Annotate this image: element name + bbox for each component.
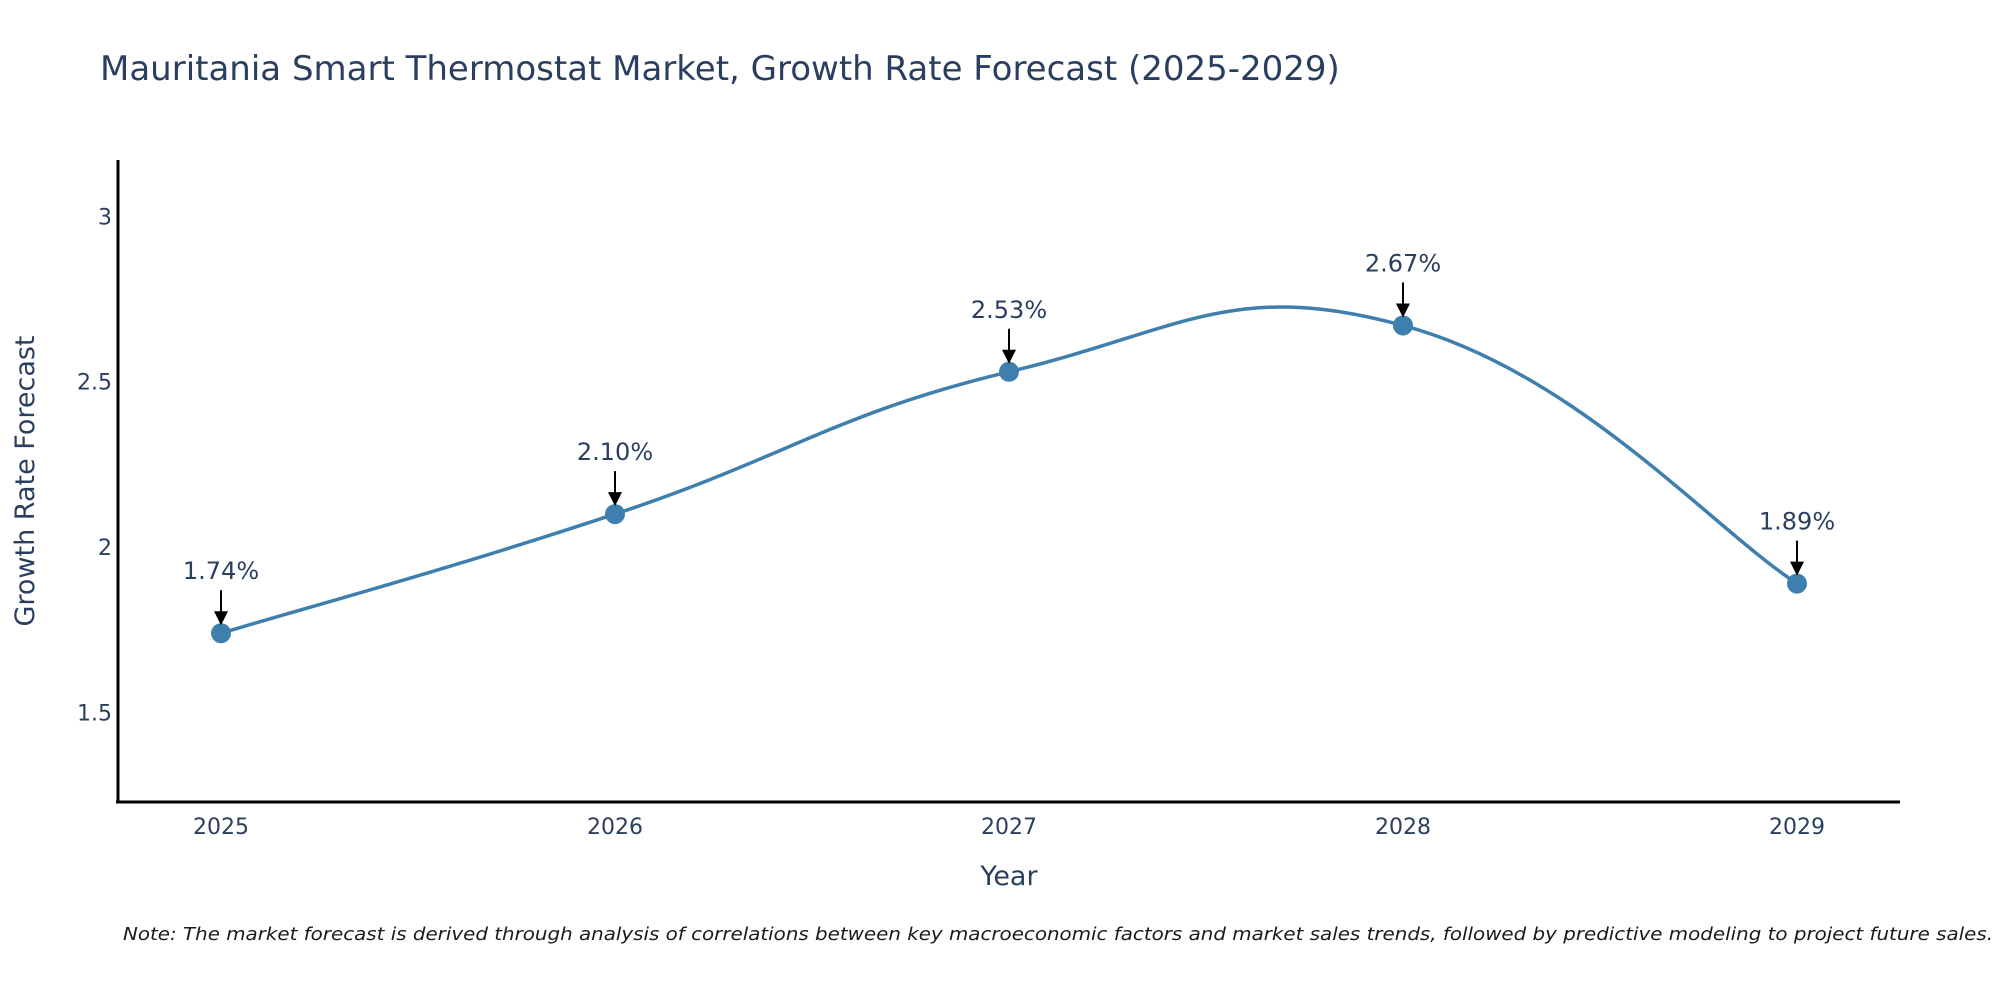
annotation-label: 2.67% xyxy=(1365,249,1441,277)
annotation-label: 2.10% xyxy=(577,438,653,466)
x-axis-title: Year xyxy=(979,861,1038,892)
annotation-arrow-head xyxy=(1790,561,1804,576)
data-point xyxy=(211,623,231,644)
annotation-label: 1.89% xyxy=(1759,508,1835,536)
chart-title: Mauritania Smart Thermostat Market, Grow… xyxy=(100,49,1340,89)
y-tick-label: 1.5 xyxy=(77,702,112,727)
annotation-arrow-head xyxy=(1396,303,1410,318)
y-axis-title: Growth Rate Forecast xyxy=(10,335,41,626)
y-tick-label: 2.5 xyxy=(77,371,112,396)
y-tick-label: 3 xyxy=(98,205,112,230)
annotation-arrow-head xyxy=(608,492,622,507)
y-tick-labels: 1.5 2 2.5 3 xyxy=(77,205,112,726)
annotation-label: 2.53% xyxy=(971,296,1047,324)
x-tick-label: 2025 xyxy=(193,815,249,840)
data-point xyxy=(999,361,1019,382)
plot-area: 1.5 2 2.5 3 2025 2026 2027 2028 2029 1.74% 2.10%… xyxy=(77,160,1900,840)
annotation-label: 1.74% xyxy=(183,557,259,585)
y-tick-label: 2 xyxy=(98,536,112,561)
annotation-arrow-head xyxy=(1002,349,1016,364)
footnote: Note: The market forecast is derived thr… xyxy=(123,924,1993,945)
x-tick-label: 2026 xyxy=(587,815,643,840)
x-tick-label: 2029 xyxy=(1769,815,1825,840)
data-point xyxy=(1787,573,1807,594)
data-points xyxy=(211,315,1807,644)
annotation-arrow-head xyxy=(214,611,228,626)
x-tick-label: 2027 xyxy=(981,815,1037,840)
x-tick-label: 2028 xyxy=(1375,815,1431,840)
data-annotations: 1.74% 2.10% 2.53% 2.67% 1.89% xyxy=(183,249,1835,626)
data-point xyxy=(1393,315,1413,336)
data-point xyxy=(605,504,625,525)
x-tick-labels: 2025 2026 2027 2028 2029 xyxy=(193,815,1825,840)
